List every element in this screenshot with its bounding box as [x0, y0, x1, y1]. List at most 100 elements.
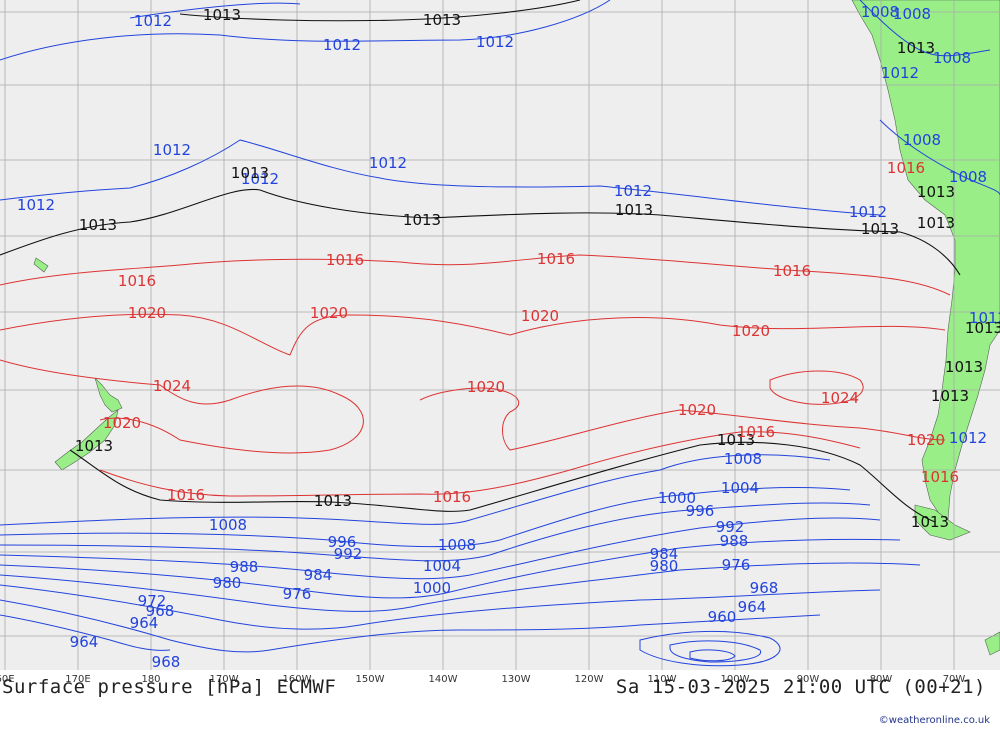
iso-label-blue: 972 — [138, 592, 167, 610]
iso-label-red: 1016 — [433, 488, 471, 506]
iso-label-blue: 992 — [716, 518, 745, 536]
lon-label: 160W — [282, 674, 312, 685]
iso-label-1013: 1013 — [931, 387, 969, 405]
surface-pressure-map: 1012 1012 1012 1012 1012 1012 1012 1012 … — [0, 0, 1000, 670]
iso-label-1013: 1013 — [965, 319, 1000, 337]
new-zealand-north-island — [94, 377, 123, 413]
iso-label-blue: 980 — [650, 557, 679, 575]
iso-label-red: 1016 — [921, 468, 959, 486]
isobars-red — [0, 254, 951, 497]
iso-label-blue: 1012 — [323, 36, 361, 54]
iso-label-blue: 1012 — [476, 33, 514, 51]
lon-label: 130W — [501, 674, 531, 685]
iso-label-blue: 1012 — [881, 64, 919, 82]
lon-label: 80W — [869, 674, 893, 685]
iso-label-1013: 1013 — [615, 201, 653, 219]
iso-label-red: 1016 — [118, 272, 156, 290]
tierra-del-fuego-land — [914, 504, 971, 541]
iso-label-blue: 1004 — [721, 479, 759, 497]
iso-label-red: 1016 — [537, 250, 575, 268]
iso-label-1013: 1013 — [945, 358, 983, 376]
lon-label: 140W — [428, 674, 458, 685]
map-title: Surface pressure [hPa] ECMWF — [2, 676, 337, 698]
iso-label-red: 1020 — [310, 304, 348, 322]
iso-label-red: 1016 — [737, 423, 775, 441]
isobars-1013 — [0, 0, 961, 523]
iso-label-blue: 968 — [750, 579, 779, 597]
footer-bar — [0, 670, 1000, 733]
iso-label-blue: 1008 — [209, 516, 247, 534]
iso-label-1013: 1013 — [911, 513, 949, 531]
iso-label-blue: 964 — [70, 633, 99, 651]
iso-label-blue: 1012 — [17, 196, 55, 214]
iso-label-red: 1016 — [887, 159, 925, 177]
iso-label-blue: 976 — [283, 585, 312, 603]
iso-label-blue: 996 — [328, 533, 357, 551]
lon-label: 100W — [720, 674, 750, 685]
lon-label: 170W — [209, 674, 239, 685]
iso-label-blue: 1008 — [949, 168, 987, 186]
credit-link[interactable]: ©weatheronline.co.uk — [878, 715, 990, 726]
iso-label-blue: 960 — [708, 608, 737, 626]
iso-label-red: 1016 — [167, 486, 205, 504]
iso-label-blue: 1012 — [849, 203, 887, 221]
iso-label-red: 1016 — [773, 262, 811, 280]
iso-label-blue: 1012 — [369, 154, 407, 172]
lon-label: 60E — [0, 674, 15, 685]
iso-label-1013: 1013 — [917, 183, 955, 201]
iso-label-blue: 1008 — [903, 131, 941, 149]
iso-label-1013: 1013 — [314, 492, 352, 510]
lon-label: 110W — [647, 674, 677, 685]
iso-label-1013: 1013 — [717, 431, 755, 449]
iso-label-red: 1020 — [907, 431, 945, 449]
iso-label-blue: 980 — [213, 574, 242, 592]
iso-label-red: 1020 — [678, 401, 716, 419]
iso-label-blue: 1008 — [724, 450, 762, 468]
isobars-blue — [0, 0, 1000, 667]
iso-label-blue: 968 — [146, 602, 175, 620]
iso-label-red: 1020 — [467, 378, 505, 396]
small-island-fiji — [33, 257, 49, 273]
iso-label-blue: 1008 — [893, 5, 931, 23]
iso-label-blue: 1012 — [134, 12, 172, 30]
lon-label: 150W — [355, 674, 385, 685]
iso-label-1013: 1013 — [917, 214, 955, 232]
iso-label-red: 1024 — [153, 377, 191, 395]
iso-label-blue: 1004 — [423, 557, 461, 575]
iso-label-1013: 1013 — [897, 39, 935, 57]
iso-label-blue: 1000 — [658, 489, 696, 507]
iso-label-1013: 1013 — [231, 164, 269, 182]
iso-label-blue: 1008 — [933, 49, 971, 67]
iso-label-blue: 1012 — [969, 309, 1000, 327]
valid-time: Sa 15-03-2025 21:00 UTC (00+21) — [615, 676, 986, 698]
iso-label-blue: 1008 — [861, 3, 899, 21]
iso-label-blue: 1012 — [614, 182, 652, 200]
iso-label-1013: 1013 — [79, 216, 117, 234]
iso-label-red: 1024 — [821, 389, 859, 407]
iso-label-red: 1020 — [128, 304, 166, 322]
iso-label-blue: 988 — [230, 558, 259, 576]
isobar-labels: 1012 1012 1012 1012 1012 1012 1012 1012 … — [17, 3, 1000, 670]
lon-label: 170E — [65, 674, 91, 685]
iso-label-1013: 1013 — [423, 11, 461, 29]
small-island-falklands — [984, 631, 1000, 656]
lon-label: 90W — [796, 674, 820, 685]
lat-lon-grid — [0, 0, 1000, 670]
iso-label-blue: 964 — [738, 598, 767, 616]
iso-label-blue: 1012 — [241, 170, 279, 188]
lon-label: 120W — [574, 674, 604, 685]
iso-label-red: 1020 — [103, 414, 141, 432]
new-zealand-south-island — [54, 409, 119, 471]
iso-label-blue: 984 — [650, 545, 679, 563]
iso-label-red: 1020 — [521, 307, 559, 325]
iso-label-blue: 984 — [304, 566, 333, 584]
ocean-background — [0, 0, 1000, 670]
iso-label-red: 1020 — [732, 322, 770, 340]
iso-label-1013: 1013 — [403, 211, 441, 229]
iso-label-blue: 968 — [152, 653, 181, 670]
iso-label-blue: 964 — [130, 614, 159, 632]
iso-label-blue: 1008 — [438, 536, 476, 554]
iso-label-blue: 1000 — [413, 579, 451, 597]
iso-label-blue: 992 — [334, 545, 363, 563]
iso-label-blue: 988 — [720, 532, 749, 550]
